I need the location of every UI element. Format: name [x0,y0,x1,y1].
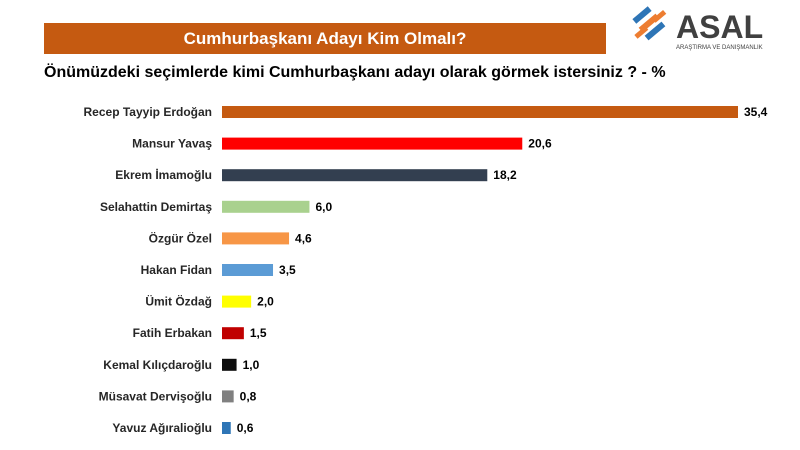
category-label: Fatih Erbakan [133,326,212,340]
bar [222,106,738,118]
data-label: 6,0 [315,200,332,214]
title-banner: Cumhurbaşkanı Adayı Kim Olmalı? [44,23,606,54]
logo-mark-icon [632,6,667,41]
asal-logo: ASAL ARAŞTIRMA VE DANIŞMANLIK [632,6,763,51]
bar [222,169,488,182]
category-label: Müsavat Dervişoğlu [99,389,212,403]
data-label: 35,4 [744,105,768,119]
data-label: 4,6 [295,231,312,245]
category-label: Kemal Kılıçdaroğlu [103,358,212,372]
data-label: 18,2 [493,168,517,182]
bar [222,232,290,245]
data-label: 0,8 [240,389,257,403]
data-label: 20,6 [528,137,552,151]
category-label: Hakan Fidan [141,263,212,277]
data-label: 1,5 [250,326,267,340]
data-label: 3,5 [279,263,296,277]
category-label: Selahattin Demirtaş [100,200,212,214]
bar [222,422,231,434]
chart-title-banner-text: Cumhurbaşkanı Adayı Kim Olmalı? [183,28,467,48]
logo-tagline: ARAŞTIRMA VE DANIŞMANLIK [676,45,763,51]
category-label: Özgür Özel [149,230,212,245]
bar [222,137,523,150]
bar [222,390,234,403]
bar [222,327,244,340]
data-label: 1,0 [243,358,260,372]
category-label: Mansur Yavaş [132,137,212,151]
category-label: Ümit Özdağ [145,294,212,309]
bar [222,358,237,371]
chart-subtitle: Önümüzdeki seçimlerde kimi Cumhurbaşkanı… [44,64,666,81]
bar [222,295,252,308]
logo-text: ASAL [676,9,763,45]
bar [222,264,274,276]
data-label: 0,6 [237,421,254,435]
bar [222,200,310,213]
category-label: Yavuz Ağıralioğlu [112,421,212,435]
data-label: 2,0 [257,295,274,309]
category-label: Ekrem İmamoğlu [115,167,212,182]
category-label: Recep Tayyip Erdoğan [84,105,212,119]
